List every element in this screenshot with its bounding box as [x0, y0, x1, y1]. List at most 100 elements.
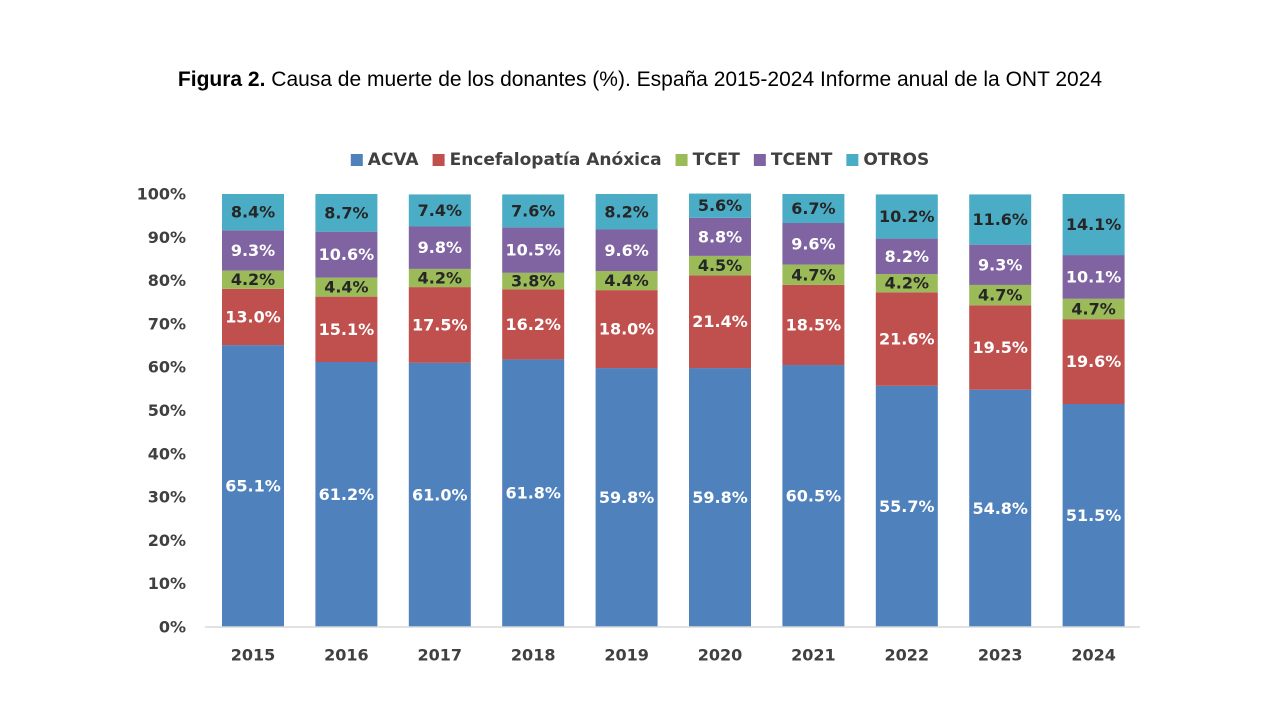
- data-label-tcent: 8.8%: [698, 227, 742, 246]
- legend-swatch: [846, 154, 859, 166]
- data-label-encefalopatia-anoxica: 21.6%: [879, 330, 935, 349]
- bar-segment-encefalopatia-anoxica: [689, 275, 751, 369]
- x-tick-label: 2015: [231, 646, 276, 665]
- bar-segment-encefalopatia-anoxica: [875, 292, 938, 386]
- x-tick-label: 2021: [791, 646, 836, 665]
- bar-segment-tcent: [502, 227, 565, 273]
- data-label-acva: 55.7%: [879, 497, 935, 516]
- bar-segment-tcet: [595, 271, 658, 291]
- bar-segment-encefalopatia-anoxica: [408, 287, 471, 363]
- data-label-tcent: 10.1%: [1066, 267, 1122, 286]
- y-tick-label: 70%: [148, 314, 186, 333]
- x-tick-label: 2024: [1071, 646, 1116, 665]
- bar-segment-acva: [689, 368, 751, 627]
- figure-title: Figura 2. Causa de muerte de los donante…: [0, 68, 1280, 92]
- bar-group-2020: 59.8% 21.4% 4.5% 8.8% 5.6%: [689, 193, 751, 627]
- legend-item-tcet: TCET: [675, 150, 740, 170]
- bar-group-2023: 54.8% 19.5% 4.7% 9.3% 11.6%: [969, 194, 1032, 627]
- bar-segment-tcet: [315, 277, 378, 297]
- data-label-encefalopatia-anoxica: 17.5%: [412, 315, 468, 334]
- bar-group-2024: 51.5% 19.6% 4.7% 10.1% 14.1%: [1062, 194, 1125, 627]
- data-label-otros: 7.6%: [511, 201, 555, 220]
- y-tick-label: 60%: [148, 358, 186, 377]
- bar-segment-tcet: [969, 284, 1032, 306]
- data-label-tcet: 4.2%: [885, 274, 929, 293]
- legend-item-otros: OTROS: [846, 150, 929, 170]
- figure-title-text: Causa de muerte de los donantes (%). Esp…: [265, 68, 1103, 91]
- bar-segment-otros: [222, 194, 284, 231]
- data-label-tcet: 4.7%: [978, 286, 1022, 305]
- bar-segment-otros: [315, 194, 378, 232]
- bar-segment-acva: [875, 385, 938, 627]
- data-label-encefalopatia-anoxica: 19.6%: [1066, 352, 1122, 371]
- legend-label: ACVA: [368, 150, 420, 170]
- bar-segment-tcet: [1062, 298, 1125, 320]
- data-label-tcet: 4.2%: [418, 269, 462, 288]
- data-label-tcet: 4.4%: [324, 278, 368, 297]
- bar-group-2019: 59.8% 18.0% 4.4% 9.6% 8.2%: [595, 194, 658, 627]
- bar-segment-otros: [782, 194, 845, 224]
- data-label-encefalopatia-anoxica: 19.5%: [972, 338, 1028, 357]
- legend: ACVA Encefalopatía Anóxica TCET TCENT OTROS: [350, 150, 929, 170]
- bar-segment-encefalopatia-anoxica: [502, 289, 565, 360]
- y-tick-label: 50%: [148, 401, 186, 420]
- bar-segment-tcet: [782, 264, 845, 285]
- bar-segment-tcent: [782, 223, 845, 265]
- bar-segment-encefalopatia-anoxica: [782, 284, 845, 366]
- bar-segment-tcent: [1062, 255, 1125, 299]
- data-label-acva: 61.2%: [319, 485, 375, 504]
- bar-segment-otros: [595, 194, 658, 230]
- x-tick-label: 2017: [418, 646, 463, 665]
- data-label-tcent: 9.3%: [978, 255, 1022, 274]
- legend-label: TCENT: [771, 150, 833, 170]
- bar-group-2018: 61.8% 16.2% 3.8% 10.5% 7.6%: [502, 194, 565, 627]
- x-tick-label: 2019: [604, 646, 649, 665]
- bar-segment-tcent: [875, 238, 938, 275]
- data-label-acva: 60.5%: [786, 487, 842, 506]
- bar-segment-tcet: [689, 255, 751, 276]
- legend-label: OTROS: [863, 150, 929, 170]
- y-tick-label: 100%: [137, 185, 186, 204]
- data-label-tcent: 9.6%: [604, 241, 648, 260]
- data-label-encefalopatia-anoxica: 18.5%: [786, 315, 842, 334]
- x-tick-label: 2020: [698, 646, 743, 665]
- bar-segment-tcet: [875, 274, 938, 293]
- legend-swatch: [350, 154, 363, 166]
- data-label-acva: 59.8%: [599, 488, 655, 507]
- bar-segment-acva: [782, 365, 845, 627]
- legend-item-tcent: TCENT: [753, 150, 833, 170]
- data-label-acva: 61.0%: [412, 485, 468, 504]
- y-axis: 0% 10% 20% 30% 40% 50% 60% 70% 80% 90% 100%: [137, 185, 186, 637]
- bar-segment-tcet: [502, 272, 565, 290]
- x-axis: 2015 2016 2017 2018 2019 2020 2021 2022 2023 2024: [205, 626, 1140, 665]
- data-label-tcet: 4.5%: [698, 256, 742, 275]
- data-label-otros: 7.4%: [418, 201, 462, 220]
- y-tick-label: 30%: [148, 488, 186, 507]
- bar-group-2015: 65.1% 13.0% 4.2% 9.3% 8.4%: [222, 194, 284, 627]
- bar-segment-encefalopatia-anoxica: [595, 290, 658, 369]
- data-label-tcent: 9.3%: [231, 241, 275, 260]
- x-tick-label: 2023: [978, 646, 1023, 665]
- bar-segment-encefalopatia-anoxica: [969, 305, 1032, 390]
- bar-segment-acva: [502, 359, 565, 627]
- legend-label: Encefalopatía Anóxica: [450, 150, 662, 170]
- data-label-otros: 8.7%: [324, 203, 368, 222]
- data-label-tcet: 4.7%: [1071, 299, 1115, 318]
- bar-segment-tcent: [222, 230, 284, 271]
- data-label-acva: 54.8%: [972, 499, 1028, 518]
- legend-swatch: [753, 154, 766, 166]
- bar-segment-otros: [502, 194, 565, 228]
- data-label-tcent: 9.8%: [418, 238, 462, 257]
- y-tick-label: 0%: [159, 618, 186, 637]
- data-label-otros: 11.6%: [972, 210, 1028, 229]
- bar-segment-acva: [222, 345, 284, 627]
- bar-segment-encefalopatia-anoxica: [222, 288, 284, 346]
- data-label-acva: 51.5%: [1066, 506, 1122, 525]
- bar-group-2021: 60.5% 18.5% 4.7% 9.6% 6.7%: [782, 194, 845, 627]
- data-label-tcent: 10.5%: [505, 241, 561, 260]
- data-label-otros: 10.2%: [879, 207, 935, 226]
- data-label-otros: 5.6%: [698, 196, 742, 215]
- data-label-tcent: 9.6%: [791, 234, 835, 253]
- data-label-encefalopatia-anoxica: 18.0%: [599, 320, 655, 339]
- data-label-tcent: 8.2%: [885, 247, 929, 266]
